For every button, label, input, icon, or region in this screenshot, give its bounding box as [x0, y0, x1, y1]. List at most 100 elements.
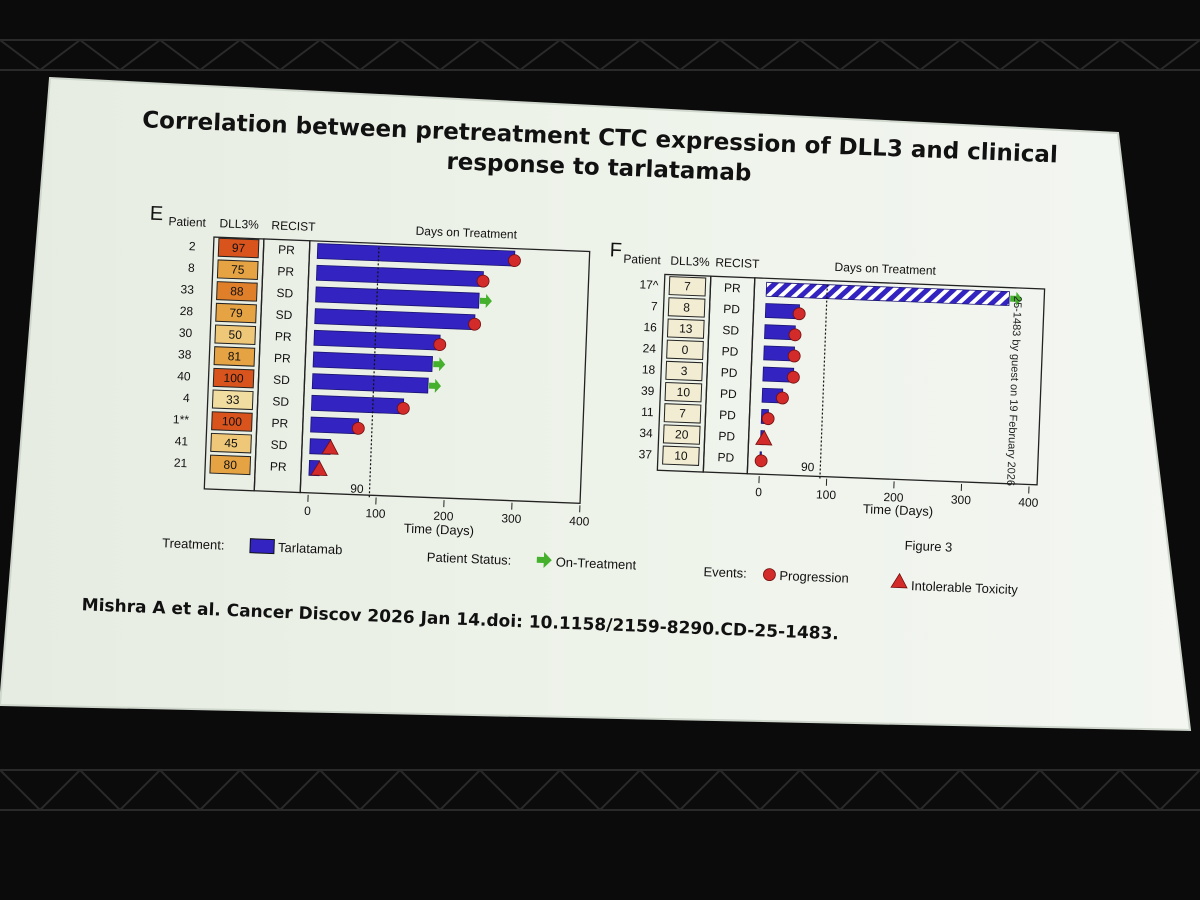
patient-id: 34 — [639, 426, 653, 441]
patient-id: 30 — [179, 326, 193, 341]
panel-f-rows: 17^ 7 PR 7 8 PD 16 13 SD 24 0 PD 18 3 PD 39 10 PD 11 7 PD 34 2… — [638, 276, 1023, 468]
dll3-value: 10 — [674, 448, 688, 463]
dll3-cell — [664, 381, 703, 403]
legend-bar-swatch — [249, 538, 275, 555]
patient-id: 11 — [641, 405, 654, 419]
toxicity-triangle-icon — [890, 572, 908, 589]
patient-id: 1** — [173, 412, 190, 427]
dll3-value: 50 — [228, 327, 242, 342]
treatment-bar — [311, 373, 429, 394]
recist-value: PR — [277, 264, 295, 279]
dll3-value: 100 — [223, 371, 244, 386]
dll3-cell — [209, 454, 252, 476]
dll3-value: 3 — [681, 364, 689, 378]
dll3-value: 7 — [679, 406, 687, 420]
patient-id: 7 — [651, 299, 659, 313]
panel-e-row: 2 97 PR — [189, 237, 521, 268]
treatment-bar — [315, 286, 480, 309]
panel-f-row: 16 13 SD — [643, 318, 802, 342]
patient-id: 2 — [189, 239, 197, 253]
on-treatment-arrow-icon — [536, 551, 552, 568]
panel-f-row: 17^ 7 PR — [639, 276, 1023, 307]
on-treatment-marker — [428, 378, 442, 393]
panel-f-row: 34 20 PD — [639, 424, 773, 446]
recist-value: SD — [270, 438, 288, 453]
panel-e-row: 21 80 PR — [174, 454, 328, 477]
dll3-value: 79 — [229, 306, 243, 321]
patient-id: 24 — [642, 341, 656, 356]
legend: Treatment: Tarlatamab Patient Status: On… — [162, 535, 1019, 597]
panel-e-row: 33 88 SD — [180, 281, 492, 309]
on-treatment-marker — [479, 293, 492, 308]
panel-e-row: 1** 100 PR — [173, 411, 365, 435]
progression-marker — [786, 370, 800, 384]
patient-id: 40 — [177, 369, 191, 384]
dll3-cell — [667, 297, 706, 318]
panel-f-row: 11 7 PD — [641, 403, 775, 426]
dll3-value: 100 — [222, 414, 243, 429]
dll3-value: 81 — [227, 349, 241, 364]
dll3-value: 97 — [232, 241, 246, 256]
panel-e-row: 4 33 SD — [183, 389, 410, 415]
recist-value: PR — [278, 243, 296, 258]
panel-f-plot-frame — [746, 277, 1046, 486]
progression-marker — [761, 412, 775, 426]
panel-e-recist-header: RECIST — [271, 218, 316, 234]
patient-id: 17^ — [639, 277, 659, 292]
x-tick-label: 400 — [1018, 495, 1039, 510]
x-tick-label: 0 — [755, 485, 763, 499]
legend-progression: Progression — [779, 568, 849, 586]
panel-e-row: 8 75 PR — [188, 259, 490, 288]
dll3-cell — [211, 411, 253, 432]
dll3-value: 7 — [684, 279, 692, 293]
patient-id: 38 — [178, 347, 192, 362]
recist-value: PR — [271, 416, 289, 431]
patient-id: 39 — [641, 384, 655, 399]
on-treatment-marker — [1010, 291, 1023, 306]
legend-events-label: Events: — [703, 564, 747, 581]
panel-f-row: 37 10 PD — [638, 445, 768, 468]
dll3-value: 13 — [679, 321, 693, 336]
panel-f-row: 39 10 PD — [641, 381, 789, 405]
dll3-value: 20 — [675, 427, 689, 442]
dll3-cell — [663, 403, 702, 424]
dll3-value: 88 — [230, 284, 244, 299]
panel-f-patient-header: Patient — [623, 252, 662, 267]
dll3-cell — [213, 346, 256, 367]
patient-id: 18 — [642, 362, 656, 377]
x-tick-label: 300 — [951, 493, 972, 508]
dll3-value: 75 — [231, 262, 245, 277]
dll3-value: 8 — [683, 300, 691, 314]
dll3-value: 33 — [226, 393, 240, 408]
treatment-bar — [312, 351, 433, 372]
progression-marker — [508, 254, 521, 268]
recist-value: SD — [272, 394, 290, 409]
dll3-cell — [216, 281, 258, 302]
panel-e-row: 41 45 SD — [174, 432, 339, 455]
patient-id: 41 — [174, 434, 188, 449]
progression-marker — [433, 338, 447, 352]
panel-f-row: 7 8 PD — [651, 297, 806, 321]
x-tick-label: 100 — [365, 506, 386, 521]
panel-e-row: 30 50 PR — [179, 324, 447, 352]
legend-treatment-label: Treatment: — [162, 535, 225, 552]
panel-f-x-axis: 90 0 100 200 300 400 — [755, 284, 1039, 510]
legend-status-label: Patient Status: — [427, 549, 512, 567]
patient-id: 28 — [179, 304, 193, 319]
dll3-cell — [216, 259, 259, 280]
progression-marker — [788, 328, 802, 342]
dll3-cell — [668, 276, 707, 297]
on-treatment-marker — [433, 357, 446, 372]
panel-f-row: 18 3 PD — [642, 360, 800, 384]
panel-e-row: 38 81 PR — [178, 346, 446, 372]
x-tick-label: 100 — [816, 487, 837, 502]
panel-f-row: 24 0 PD — [642, 339, 801, 363]
toxicity-marker — [310, 460, 328, 477]
legend-treatment-name: Tarlatamab — [278, 540, 343, 557]
dll3-cell — [662, 445, 700, 466]
panel-e-row: 28 79 SD — [179, 302, 482, 331]
toxicity-marker — [755, 429, 773, 446]
dll3-value: 0 — [681, 343, 689, 357]
recist-value: SD — [722, 323, 740, 338]
